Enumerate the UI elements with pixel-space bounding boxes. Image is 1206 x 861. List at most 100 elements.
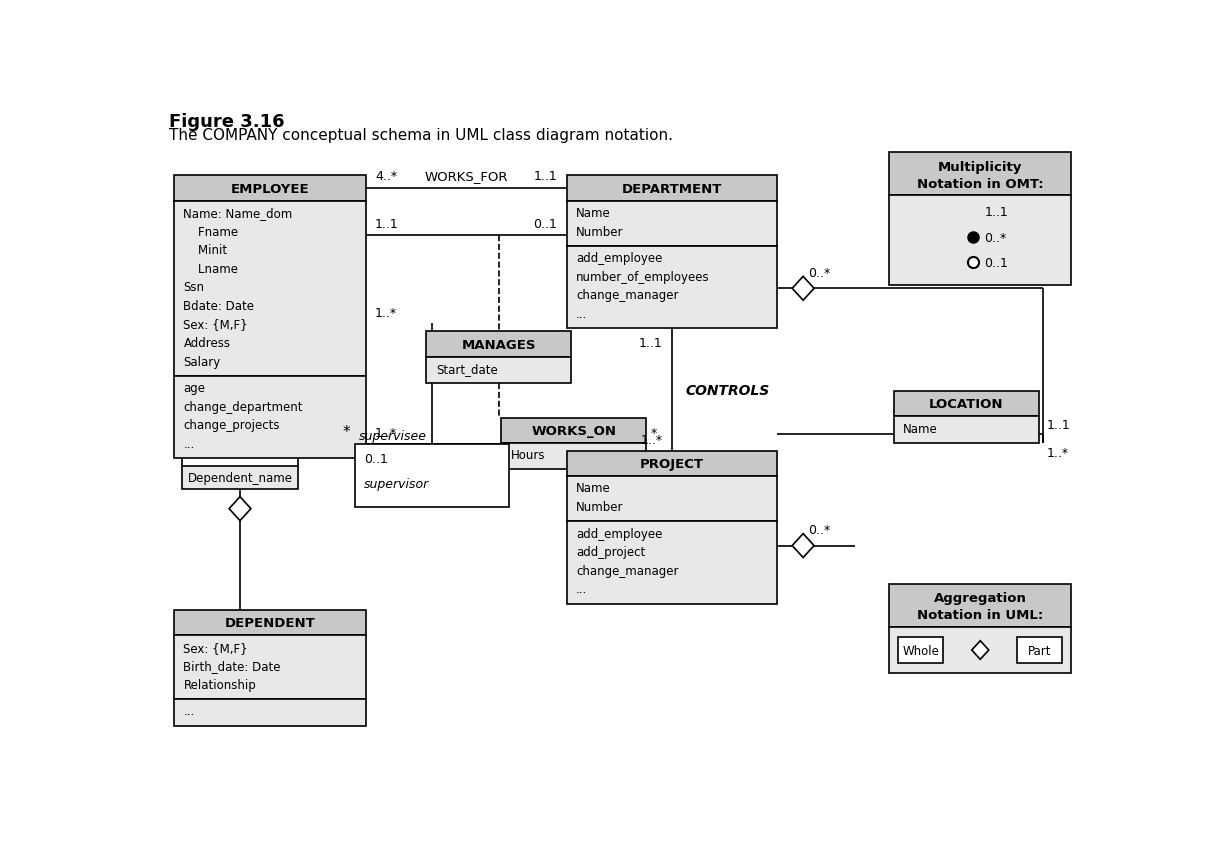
Text: WORKS_ON: WORKS_ON	[531, 424, 616, 437]
Polygon shape	[792, 277, 814, 300]
Bar	[427, 332, 572, 357]
Bar	[502, 443, 646, 470]
Text: CONTROLS: CONTROLS	[686, 383, 771, 397]
Bar	[567, 522, 777, 604]
Text: 1..1: 1..1	[375, 218, 399, 231]
Text: change_manager: change_manager	[576, 564, 679, 577]
Text: 0..1: 0..1	[984, 257, 1008, 269]
Text: number_of_employees: number_of_employees	[576, 270, 709, 283]
Text: Relationship: Relationship	[183, 678, 256, 691]
Bar	[174, 699, 365, 726]
Bar	[182, 467, 298, 489]
Bar	[174, 635, 365, 699]
Text: MANAGES: MANAGES	[462, 338, 537, 351]
Text: Number: Number	[576, 500, 624, 513]
Text: add_project: add_project	[576, 546, 645, 559]
Text: change_department: change_department	[183, 400, 303, 413]
Text: Sex: {M,F}: Sex: {M,F}	[183, 641, 248, 654]
Bar	[889, 627, 1071, 673]
Text: Bdate: Date: Bdate: Date	[183, 300, 254, 313]
Text: LOCATION: LOCATION	[929, 398, 1003, 411]
Text: supervisee: supervisee	[359, 430, 427, 443]
Bar	[567, 246, 777, 329]
Text: Name: Name	[903, 422, 938, 435]
Bar	[567, 477, 777, 522]
Text: Name: Name	[576, 207, 610, 220]
Bar	[1017, 638, 1062, 663]
Text: Whole: Whole	[902, 644, 939, 657]
Text: Lname: Lname	[183, 263, 239, 276]
Text: 1..*: 1..*	[375, 307, 397, 319]
Bar	[889, 153, 1071, 196]
Polygon shape	[972, 641, 989, 660]
Bar	[355, 445, 509, 508]
Bar	[502, 418, 646, 443]
Bar	[427, 357, 572, 384]
Bar	[174, 201, 365, 376]
Text: Salary: Salary	[183, 356, 221, 369]
Text: 0..*: 0..*	[808, 523, 830, 536]
Text: 1..*: 1..*	[640, 434, 662, 447]
Text: Hours: Hours	[510, 449, 545, 461]
Text: Notation in UML:: Notation in UML:	[917, 609, 1043, 622]
Text: supervisor: supervisor	[364, 478, 429, 491]
Text: DEPENDENT: DEPENDENT	[224, 616, 315, 629]
Text: WORKS_FOR: WORKS_FOR	[425, 170, 508, 183]
Text: EMPLOYEE: EMPLOYEE	[230, 183, 309, 195]
Text: Sex: {M,F}: Sex: {M,F}	[183, 318, 248, 331]
Text: Minit: Minit	[183, 244, 228, 257]
Text: Dependent_name: Dependent_name	[187, 472, 293, 485]
Text: change_manager: change_manager	[576, 289, 679, 302]
Polygon shape	[229, 497, 251, 521]
Text: Ssn: Ssn	[183, 281, 205, 294]
Text: 1..1: 1..1	[533, 170, 557, 183]
Text: age: age	[183, 381, 205, 394]
Text: Start_date: Start_date	[435, 362, 498, 375]
Text: 1..1: 1..1	[984, 207, 1008, 220]
Text: Fname: Fname	[183, 226, 239, 238]
Text: *: *	[343, 424, 350, 439]
Text: 0..1: 0..1	[364, 453, 387, 466]
Text: ...: ...	[183, 704, 194, 717]
Text: 4..*: 4..*	[375, 170, 397, 183]
Text: 1..1: 1..1	[1047, 418, 1071, 431]
Text: Birth_date: Date: Birth_date: Date	[183, 660, 281, 672]
Bar	[567, 177, 777, 201]
Text: Multiplicity: Multiplicity	[938, 161, 1023, 174]
Bar	[889, 584, 1071, 627]
Text: ...: ...	[576, 307, 587, 320]
Bar	[174, 376, 365, 459]
Text: Address: Address	[183, 337, 230, 350]
Text: 0..1: 0..1	[533, 218, 557, 231]
Text: 0..*: 0..*	[808, 267, 830, 280]
Bar	[174, 610, 365, 635]
Text: add_employee: add_employee	[576, 251, 662, 265]
Bar	[889, 196, 1071, 286]
Bar	[898, 638, 943, 663]
Text: Figure 3.16: Figure 3.16	[169, 114, 285, 131]
Text: 0..*: 0..*	[984, 232, 1007, 245]
Text: add_employee: add_employee	[576, 527, 662, 540]
Text: Aggregation: Aggregation	[933, 592, 1026, 604]
Text: change_projects: change_projects	[183, 419, 280, 432]
Bar	[894, 392, 1038, 417]
Bar	[894, 417, 1038, 443]
Text: Name: Name	[576, 482, 610, 495]
Text: ...: ...	[183, 437, 194, 450]
Text: 1..*: 1..*	[1047, 447, 1070, 460]
Bar	[567, 201, 777, 246]
Bar	[174, 177, 365, 201]
Text: Name: Name_dom: Name: Name_dom	[183, 207, 293, 220]
Bar	[567, 451, 777, 477]
Text: The COMPANY conceptual schema in UML class diagram notation.: The COMPANY conceptual schema in UML cla…	[169, 127, 673, 143]
Text: DEPARTMENT: DEPARTMENT	[621, 183, 722, 195]
Text: Number: Number	[576, 226, 624, 238]
Text: PROJECT: PROJECT	[640, 457, 704, 470]
Text: 1..1: 1..1	[639, 337, 662, 350]
Text: *: *	[651, 426, 657, 439]
Polygon shape	[792, 534, 814, 558]
Text: ...: ...	[576, 583, 587, 596]
Text: Notation in OMT:: Notation in OMT:	[917, 177, 1043, 190]
Text: Part: Part	[1028, 644, 1052, 657]
Text: 1..*: 1..*	[375, 426, 397, 439]
